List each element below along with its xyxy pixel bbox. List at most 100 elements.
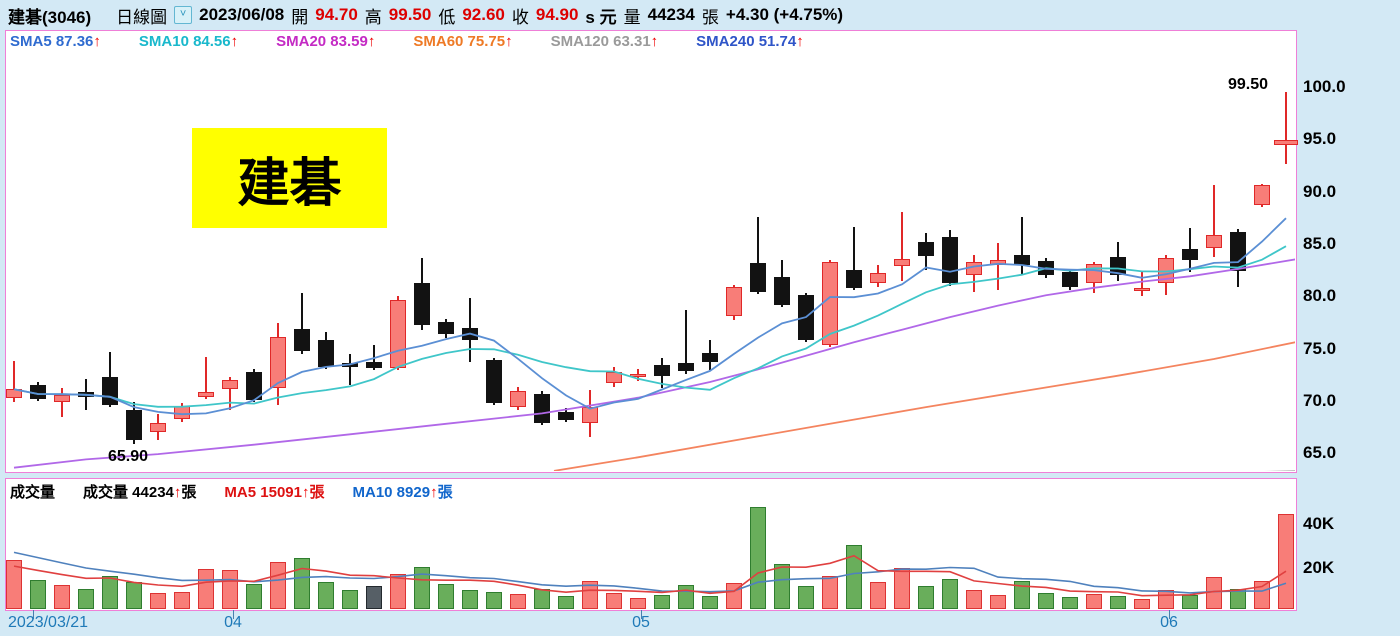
candle xyxy=(654,365,670,376)
volume-unit: 張 xyxy=(701,7,719,27)
volume-total: 成交量 44234↑張 xyxy=(83,484,197,501)
candle xyxy=(30,385,46,399)
candle xyxy=(246,371,262,400)
open-label: 開 xyxy=(291,7,309,27)
candle xyxy=(1182,249,1198,260)
up-arrow-icon: ↑ xyxy=(93,33,101,50)
candle xyxy=(414,282,430,326)
candle xyxy=(366,362,382,369)
volume-bar xyxy=(894,567,910,609)
volume-bar xyxy=(1206,577,1222,609)
close-value: 94.90 xyxy=(535,5,579,24)
volume-bar xyxy=(246,583,262,609)
volume-bar xyxy=(342,590,358,609)
candle xyxy=(1086,263,1102,283)
high-value: 99.50 xyxy=(388,5,432,24)
volume-bar xyxy=(798,586,814,609)
price-axis-label: 75.0 xyxy=(1303,338,1337,358)
candle-wick xyxy=(1285,92,1287,165)
volume-axis-label: 20K xyxy=(1303,557,1335,577)
candle-wick xyxy=(349,353,351,386)
volume-bar xyxy=(54,585,70,609)
candle xyxy=(630,373,646,377)
candle xyxy=(390,300,406,369)
high-annotation: 99.50 xyxy=(1228,76,1269,94)
candle xyxy=(726,286,742,317)
volume-bar xyxy=(6,560,22,609)
candle xyxy=(222,379,238,390)
volume-bar xyxy=(390,574,406,609)
volume-bar xyxy=(606,592,622,609)
candle xyxy=(558,412,574,420)
candle-wick xyxy=(1141,271,1143,297)
volume-value: 44234 xyxy=(647,5,695,24)
candle-wick xyxy=(997,242,999,290)
volume-bar xyxy=(222,569,238,609)
candle xyxy=(126,410,142,441)
price-pane[interactable] xyxy=(5,30,1297,473)
volume-bar xyxy=(318,581,334,609)
candle xyxy=(894,258,910,266)
volume-bar xyxy=(1134,599,1150,609)
candle xyxy=(846,270,862,288)
volume-ma5: MA5 15091↑張 xyxy=(224,484,325,501)
volume-bar xyxy=(918,586,934,609)
candle xyxy=(318,340,334,368)
price-axis-label: 90.0 xyxy=(1303,181,1337,201)
candle xyxy=(1254,185,1270,206)
sma-legend-item-2: SMA20 83.59↑ xyxy=(276,33,376,50)
candle-wick xyxy=(61,388,63,418)
candle xyxy=(678,363,694,372)
volume-bar xyxy=(678,585,694,609)
price-axis-label: 65.0 xyxy=(1303,443,1337,463)
volume-bar xyxy=(294,557,310,609)
candle xyxy=(774,277,790,305)
candle xyxy=(54,394,70,402)
unit-suffix: s 元 xyxy=(585,7,617,27)
volume-bar xyxy=(558,595,574,609)
candle xyxy=(1206,234,1222,249)
candle xyxy=(1230,232,1246,272)
volume-bar xyxy=(1062,597,1078,609)
time-axis-tick xyxy=(33,610,34,619)
candle xyxy=(942,236,958,283)
candle xyxy=(174,406,190,419)
candle xyxy=(486,360,502,403)
candle xyxy=(750,262,766,292)
candle xyxy=(870,273,886,283)
volume-bar xyxy=(750,506,766,609)
candle xyxy=(702,352,718,363)
volume-bar xyxy=(174,591,190,609)
volume-bar xyxy=(1230,589,1246,609)
up-arrow-icon: ↑ xyxy=(505,33,513,50)
volume-bar xyxy=(510,593,526,609)
candle xyxy=(534,393,550,423)
volume-bar xyxy=(438,583,454,609)
volume-bar xyxy=(702,595,718,609)
candle xyxy=(78,392,94,397)
sma-legend-item-3: SMA60 75.75↑ xyxy=(413,33,513,50)
sma-legend-item-5: SMA240 51.74↑ xyxy=(696,33,804,50)
period-dropdown-icon[interactable]: ˅ xyxy=(174,6,193,24)
candle xyxy=(1274,140,1298,146)
sma-legend: SMA5 87.36↑ SMA10 84.56↑ SMA20 83.59↑ SMA60… xyxy=(10,33,804,50)
candle xyxy=(990,259,1006,265)
price-axis-label: 100.0 xyxy=(1303,77,1346,96)
candle-wick xyxy=(901,211,903,281)
open-value: 94.70 xyxy=(315,5,358,24)
volume-bar xyxy=(414,566,430,609)
candle xyxy=(462,327,478,341)
volume-bar xyxy=(126,581,142,609)
volume-bar xyxy=(102,576,118,609)
candle xyxy=(966,261,982,276)
volume-bar xyxy=(150,592,166,609)
low-annotation: 65.90 xyxy=(108,447,149,465)
up-arrow-icon: ↑ xyxy=(230,33,239,50)
volume-bar xyxy=(822,576,838,609)
candle xyxy=(822,261,838,346)
candle xyxy=(198,392,214,397)
volume-bar xyxy=(1182,594,1198,609)
time-axis-label: 04 xyxy=(224,614,242,631)
sma-legend-item-1: SMA10 84.56↑ xyxy=(138,33,239,50)
volume-bar xyxy=(366,586,382,609)
